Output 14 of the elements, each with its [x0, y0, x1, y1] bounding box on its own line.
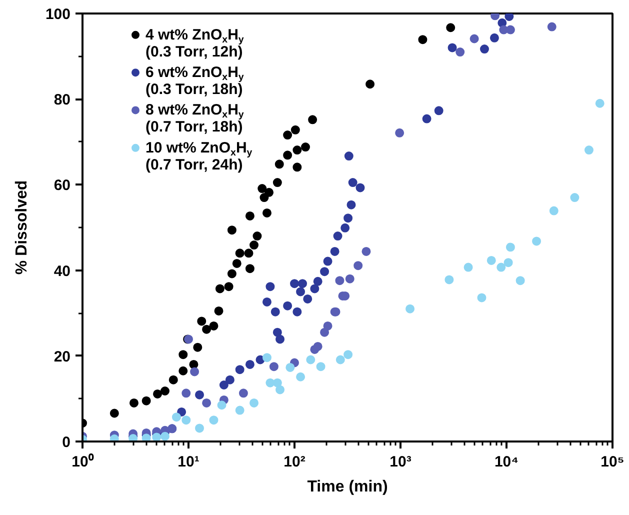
y-tick-label: 20 [54, 348, 71, 366]
x-axis-title: Time (min) [307, 478, 388, 496]
y-tick-label: 40 [54, 262, 71, 280]
y-tick-label: 100 [45, 6, 71, 23]
y-axis-title: % Dissolved [13, 180, 30, 275]
x-tick-label: 10¹ [178, 454, 200, 470]
y-tick-label: 60 [54, 177, 71, 194]
x-tick-label: 10² [284, 454, 306, 470]
x-tick-label: 10⁰ [72, 452, 94, 470]
y-tick-label: 80 [54, 92, 71, 109]
x-tick-label: 10⁴ [494, 454, 519, 470]
x-tick-label: 10⁵ [600, 454, 624, 470]
x-tick-label: 10³ [390, 454, 412, 470]
y-tick-label: 0 [62, 434, 70, 451]
